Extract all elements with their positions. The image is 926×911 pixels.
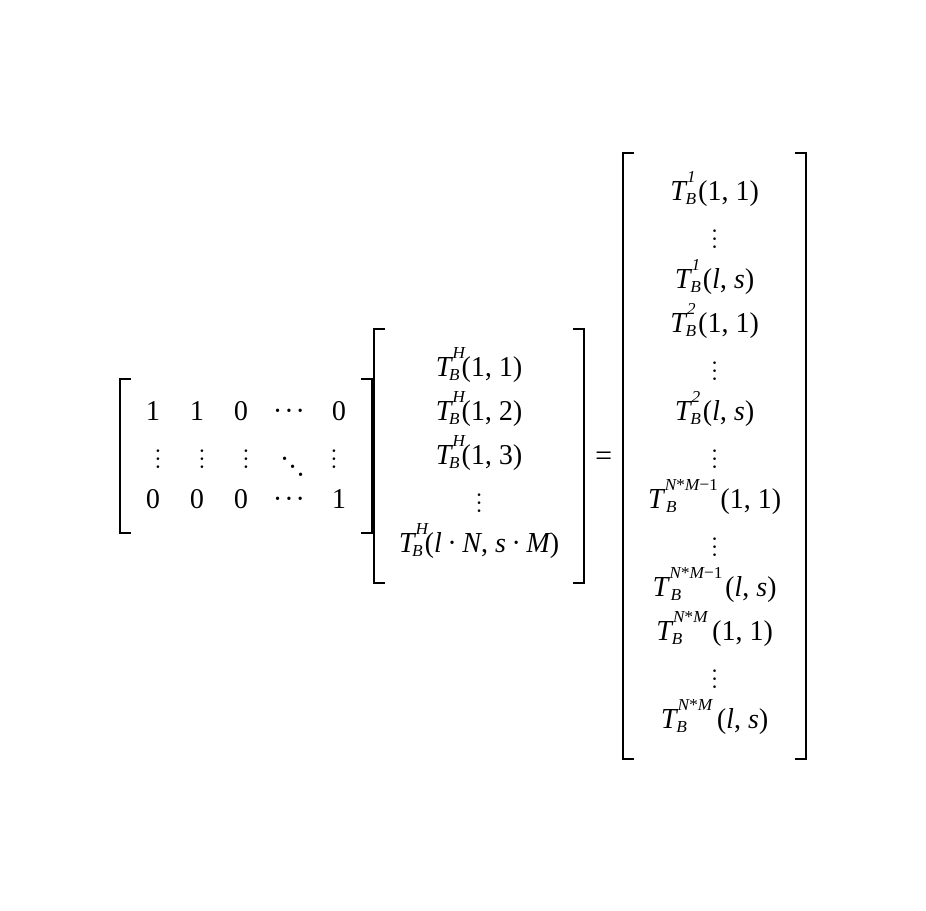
superscript: N*M [677, 695, 712, 715]
left-bracket [622, 152, 634, 760]
superscript: 1 [687, 167, 696, 187]
vector-y-entry: TN*MB (1, 1) [648, 610, 781, 654]
cell: 1 [141, 396, 165, 428]
right-bracket [361, 378, 373, 534]
superscript: N*M−1 [665, 475, 718, 495]
superscript: H [452, 343, 465, 363]
var-T: T [670, 176, 686, 208]
right-bracket [795, 152, 807, 760]
vector-y-entry: TN*MB (l, s) [648, 698, 781, 742]
cell: 0 [141, 484, 165, 516]
subscript: B [686, 189, 697, 209]
var-T: T [656, 616, 672, 648]
args: (1, 2) [462, 396, 523, 428]
vector-y-entry: T2B (l, s) [648, 390, 781, 434]
vdots: ··· [322, 444, 346, 468]
vdots: ··· [648, 214, 781, 258]
var-T: T [648, 484, 664, 516]
var-T: T [653, 572, 669, 604]
matrix-a-row-2: ··· ··· ··· · · · ··· [141, 434, 351, 478]
cell: 0 [327, 396, 351, 428]
superscript: H [452, 431, 465, 451]
vdots: ··· [648, 654, 781, 698]
cell: 0 [229, 396, 253, 428]
vdots: ··· [146, 444, 170, 468]
subscript: B [666, 497, 677, 517]
subscript: B [449, 453, 460, 473]
vdots: ··· [648, 434, 781, 478]
args: (1, 1) [698, 308, 759, 340]
args: (1, 1) [462, 352, 523, 384]
vdots: ··· [399, 478, 559, 522]
superscript: H [452, 387, 465, 407]
vector-y-entry: TN*M−1B (l, s) [648, 566, 781, 610]
cell: 0 [229, 484, 253, 516]
left-bracket [119, 378, 131, 534]
cell: 1 [327, 484, 351, 516]
vector-y-entry: TN*M−1B (1, 1) [648, 478, 781, 522]
var-T: T [670, 308, 686, 340]
vector-y-entry: T1B (1, 1) [648, 170, 781, 214]
var-T: T [675, 396, 691, 428]
matrix-a-row-3: 0 0 0 ··· 1 [141, 478, 351, 522]
superscript: H [415, 519, 428, 539]
equals-sign: = [595, 439, 612, 473]
args: (1, 3) [462, 440, 523, 472]
matrix-equation: 1 1 0 ··· 0 ··· ··· ··· · · · ··· 0 0 [119, 152, 807, 760]
args: (l · N, s · M) [425, 528, 559, 560]
vector-x-entry: THB (l · N, s · M) [399, 522, 559, 566]
subscript: B [449, 409, 460, 429]
left-bracket [373, 328, 385, 584]
subscript: B [449, 365, 460, 385]
args: (1, 1) [720, 484, 781, 516]
superscript: 1 [692, 255, 701, 275]
args: (1, 1) [698, 176, 759, 208]
var-T: T [675, 264, 691, 296]
subscript: B [690, 277, 701, 297]
superscript: 2 [687, 299, 696, 319]
matrix-a-row-1: 1 1 0 ··· 0 [141, 390, 351, 434]
vdots: ··· [234, 444, 258, 468]
subscript: B [690, 409, 701, 429]
output-vector: T1B (1, 1) ··· T1B (l, s) T2B (1, 1) ··· [622, 152, 807, 760]
subscript: B [686, 321, 697, 341]
vector-x-entry: THB (1, 3) [399, 434, 559, 478]
subscript: B [670, 585, 681, 605]
ddots: · · · [278, 444, 302, 468]
vdots: ··· [648, 346, 781, 390]
vector-y-body: T1B (1, 1) ··· T1B (l, s) T2B (1, 1) ··· [634, 152, 795, 760]
args: (1, 1) [712, 616, 773, 648]
right-bracket [573, 328, 585, 584]
vector-y-entry: T2B (1, 1) [648, 302, 781, 346]
vdots: ··· [190, 444, 214, 468]
superscript: N*M−1 [669, 563, 722, 583]
input-vector: THB (1, 1) THB (1, 2) THB (1, 3) ··· [373, 328, 585, 584]
vector-x-entry: THB (1, 1) [399, 346, 559, 390]
superscript: 2 [692, 387, 701, 407]
args: (l, s) [717, 704, 768, 736]
var-T: T [661, 704, 677, 736]
superscript: N*M [673, 607, 708, 627]
subscript: B [676, 717, 687, 737]
coefficient-matrix: 1 1 0 ··· 0 ··· ··· ··· · · · ··· 0 0 [119, 378, 373, 534]
vector-x-body: THB (1, 1) THB (1, 2) THB (1, 3) ··· [385, 328, 573, 584]
vdots: ··· [648, 522, 781, 566]
subscript: B [672, 629, 683, 649]
cdots: ··· [273, 396, 307, 428]
cell: 0 [185, 484, 209, 516]
args: (l, s) [703, 264, 754, 296]
cell: 1 [185, 396, 209, 428]
subscript: B [412, 541, 423, 561]
matrix-a-body: 1 1 0 ··· 0 ··· ··· ··· · · · ··· 0 0 [131, 378, 361, 534]
args: (l, s) [703, 396, 754, 428]
args: (l, s) [725, 572, 776, 604]
vector-x-entry: THB (1, 2) [399, 390, 559, 434]
vector-y-entry: T1B (l, s) [648, 258, 781, 302]
